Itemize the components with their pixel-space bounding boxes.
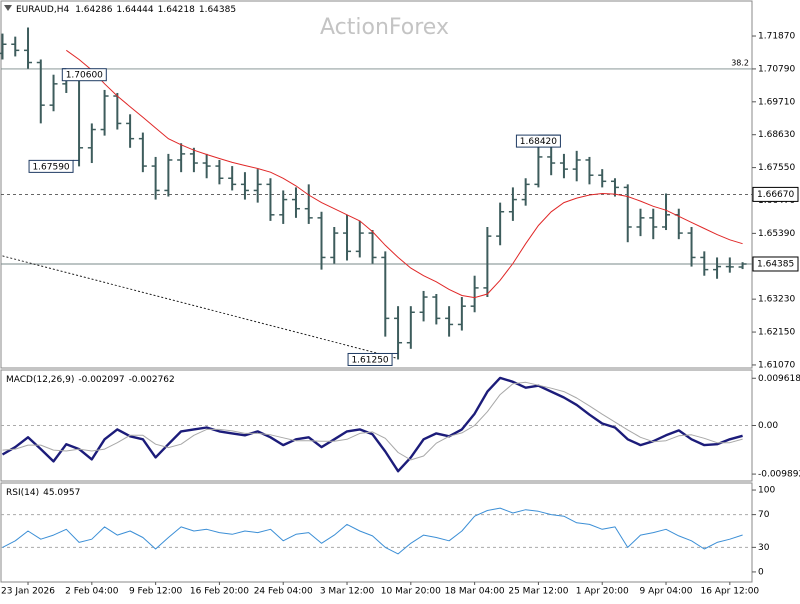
- annotation-label: 1.61250: [351, 355, 388, 365]
- watermark: ActionForex: [320, 15, 449, 40]
- y-tick-label: -0.009892: [758, 470, 800, 480]
- annotation-box: [347, 352, 393, 366]
- y-tick-label: 1.68630: [758, 130, 795, 140]
- y-tick-label: 30: [758, 543, 770, 553]
- indicator-label: MACD(12,26,9) -0.002097 -0.002762: [6, 375, 175, 385]
- symbol: EURAUD,H4: [16, 5, 69, 15]
- rsi-panel: [0, 482, 753, 583]
- indicator-value: -0.002762: [129, 375, 175, 385]
- price-tag-label: 1.64385: [757, 259, 794, 269]
- header-value: 1.64385: [199, 5, 236, 15]
- x-tick-label: 23 Jan 2026: [1, 587, 55, 597]
- indicator-value: 45.0957: [43, 488, 80, 498]
- x-tick-label: 9 Apr 04:00: [640, 587, 693, 597]
- y-tick-label: 1.61070: [758, 360, 795, 370]
- y-tick-label: 0: [758, 567, 764, 577]
- trendline: [2, 255, 399, 360]
- y-tick-label: 0.00: [758, 421, 778, 431]
- indicator-value: -0.002097: [78, 375, 124, 385]
- y-tick-label: 1.70790: [758, 64, 795, 74]
- x-tick-label: 9 Feb 12:00: [129, 587, 183, 597]
- header-value: 1.64218: [158, 5, 195, 15]
- y-tick-label: 70: [758, 510, 770, 520]
- x-tick-label: 25 Mar 12:00: [508, 587, 568, 597]
- x-tick-label: 16 Apr 12:00: [700, 587, 759, 597]
- moving-average: [66, 49, 743, 299]
- x-tick-label: 18 Mar 04:00: [445, 587, 505, 597]
- annotation-label: 1.67590: [32, 162, 69, 172]
- price-tag: [752, 256, 799, 272]
- indicator-line: [2, 507, 743, 555]
- indicator-label: RSI(14) 45.0957: [6, 488, 80, 498]
- x-tick-label: 16 Feb 20:00: [190, 587, 249, 597]
- header-value: 1.64286: [75, 5, 112, 15]
- x-tick-label: 24 Feb 04:00: [254, 587, 313, 597]
- x-tick-label: 10 Mar 20:00: [381, 587, 441, 597]
- indicator-line: [1, 376, 743, 473]
- header-value: 1.64444: [116, 5, 153, 15]
- indicator-name: MACD(12,26,9): [6, 375, 74, 385]
- x-tick-label: 3 Mar 12:00: [320, 587, 375, 597]
- y-tick-label: 1.65390: [758, 229, 795, 239]
- level-label: 38.2: [731, 58, 749, 67]
- x-tick-label: 1 Apr 20:00: [576, 587, 629, 597]
- y-tick-label: 1.62150: [758, 328, 795, 338]
- price-panel: [0, 0, 753, 369]
- x-tick-label: 2 Feb 04:00: [65, 587, 119, 597]
- annotation-box: [28, 159, 74, 173]
- annotation-label: 1.70600: [66, 71, 103, 81]
- y-tick-label: 0.009618: [758, 374, 800, 384]
- indicator-line: [2, 381, 743, 461]
- y-tick-label: 1.71870: [758, 32, 795, 42]
- indicator-name: RSI(14): [6, 488, 39, 498]
- chart-title: EURAUD,H4 1.64286 1.64444 1.64218 1.64385: [16, 5, 236, 15]
- y-tick-label: 1.69710: [758, 97, 795, 107]
- price-tag-label: 1.66670: [757, 190, 794, 200]
- y-tick-label: 1.67550: [758, 163, 795, 173]
- annotation-label: 1.68420: [520, 137, 557, 147]
- menu-icon: [4, 5, 12, 11]
- price-tag: [752, 186, 799, 202]
- y-tick-label: 1.63230: [758, 295, 795, 305]
- annotation-box: [61, 68, 107, 82]
- y-tick-label: 100: [758, 486, 775, 496]
